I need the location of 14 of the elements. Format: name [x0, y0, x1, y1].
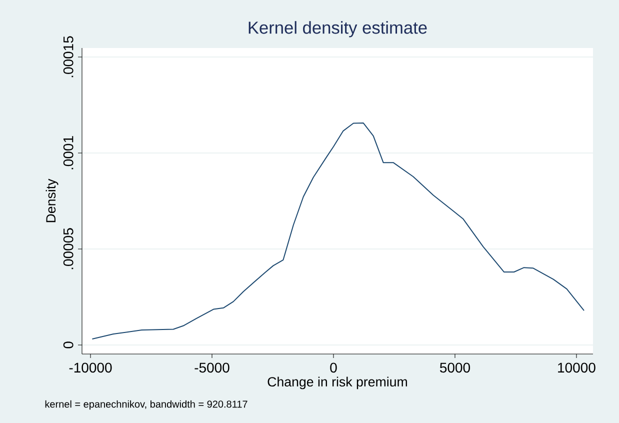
- chart-title: Kernel density estimate: [248, 21, 427, 38]
- x-tick-label: -10000: [69, 362, 112, 373]
- x-tick-label: 10000: [558, 362, 596, 373]
- x-axis-title: Change in risk premium: [268, 376, 407, 390]
- x-tick-label: 5000: [440, 362, 470, 373]
- x-tick-label: 0: [330, 362, 337, 373]
- x-tick-label: -5000: [194, 362, 230, 373]
- line-series: [92, 122, 585, 340]
- y-axis-title: Density: [46, 178, 58, 222]
- y-tick-label: 0: [63, 342, 74, 348]
- y-tick-label: .0001: [63, 136, 74, 170]
- y-tick-label: .00015: [63, 36, 74, 78]
- text: kernel = epanechnikov, bandwidth = 920.8117: [45, 400, 248, 410]
- y-tick-label: .00005: [63, 228, 74, 270]
